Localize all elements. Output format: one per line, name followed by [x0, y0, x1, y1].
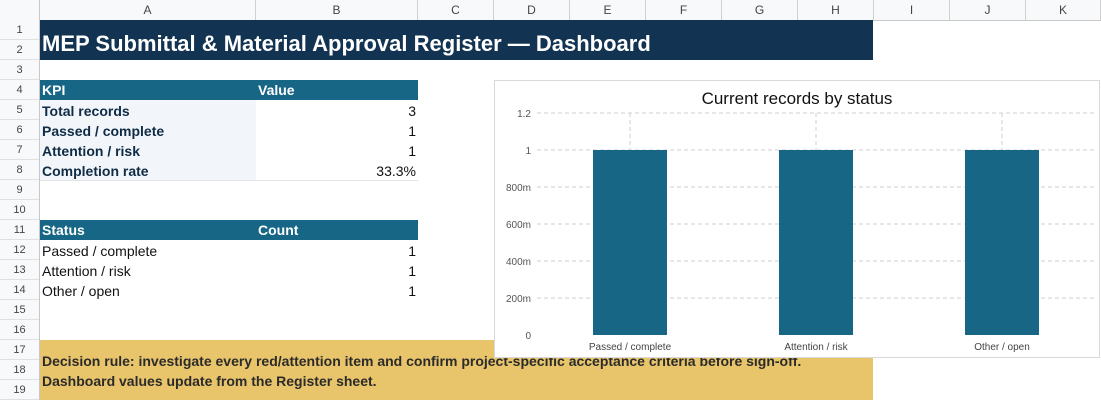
status-passed-label[interactable]: Passed / complete [42, 243, 158, 259]
kpi-passed-value[interactable]: 1 [408, 123, 416, 139]
row-header-1[interactable]: 1 [0, 20, 39, 40]
kpi-attention-value[interactable]: 1 [408, 143, 416, 159]
status-chart[interactable]: Current records by status 0 200m 400m 600m 80… [494, 80, 1100, 358]
column-header-e[interactable]: E [570, 0, 646, 20]
row-header-19[interactable]: 19 [0, 380, 39, 400]
row-header-13[interactable]: 13 [0, 260, 39, 280]
dashboard-title[interactable]: MEP Submittal & Material Approval Regist… [42, 31, 651, 56]
row-header-14[interactable]: 14 [0, 280, 39, 300]
y-tick-label: 800m [506, 183, 531, 194]
bar-1[interactable] [593, 150, 667, 335]
kpi-header-value[interactable]: Value [258, 82, 295, 98]
column-header-a[interactable]: A [40, 0, 256, 20]
status-attention-label[interactable]: Attention / risk [42, 263, 131, 279]
column-header-i[interactable]: I [874, 0, 950, 20]
row-header-11[interactable]: 11 [0, 220, 39, 240]
row-header-6[interactable]: 6 [0, 120, 39, 140]
column-header-j[interactable]: J [950, 0, 1026, 20]
y-tick-label: 1 [525, 146, 531, 157]
bar-3[interactable] [965, 150, 1039, 335]
status-chart-svg: Current records by status 0 200m 400m 600m 80… [506, 89, 1095, 353]
status-header-count[interactable]: Count [258, 222, 299, 238]
title-banner [40, 20, 873, 60]
column-header-g[interactable]: G [722, 0, 798, 20]
kpi-total-records-label[interactable]: Total records [42, 103, 130, 119]
column-header-f[interactable]: F [646, 0, 722, 20]
row-header-18[interactable]: 18 [0, 360, 39, 380]
status-other-count[interactable]: 1 [408, 283, 416, 299]
row-header-17[interactable]: 17 [0, 340, 39, 360]
row-header-4[interactable]: 4 [0, 80, 39, 100]
kpi-completion-rate-value[interactable]: 33.3% [376, 163, 416, 179]
x-tick-label: Passed / complete [589, 342, 672, 353]
status-attention-count[interactable]: 1 [408, 263, 416, 279]
column-header-c[interactable]: C [418, 0, 494, 20]
y-tick-label: 600m [506, 220, 531, 231]
kpi-table-bottom-border [40, 180, 418, 181]
status-other-label[interactable]: Other / open [42, 283, 120, 299]
column-header-k[interactable]: K [1026, 0, 1101, 20]
row-header-15[interactable]: 15 [0, 300, 39, 320]
kpi-label-column-bg [40, 100, 256, 180]
row-header-2[interactable]: 2 [0, 40, 39, 60]
column-header-h[interactable]: H [798, 0, 874, 20]
kpi-table-header [40, 80, 418, 100]
status-table-header [40, 220, 418, 240]
y-tick-label: 400m [506, 257, 531, 268]
y-tick-label: 200m [506, 294, 531, 305]
select-all-corner[interactable] [0, 0, 40, 20]
kpi-header-label[interactable]: KPI [42, 82, 66, 98]
row-header-bar: 1 2 3 4 5 6 7 8 9 10 11 12 13 14 15 16 17 18 19 [0, 20, 40, 400]
status-passed-count[interactable]: 1 [408, 243, 416, 259]
x-tick-label: Other / open [974, 342, 1030, 353]
y-tick-label: 1.2 [517, 109, 531, 120]
decision-rule-line-2[interactable]: Dashboard values update from the Registe… [42, 373, 377, 389]
row-header-5[interactable]: 5 [0, 100, 39, 120]
row-header-3[interactable]: 3 [0, 60, 39, 80]
row-header-8[interactable]: 8 [0, 160, 39, 180]
column-header-b[interactable]: B [256, 0, 418, 20]
column-header-d[interactable]: D [494, 0, 570, 20]
row-header-9[interactable]: 9 [0, 180, 39, 200]
x-tick-label: Attention / risk [784, 342, 848, 353]
row-header-12[interactable]: 12 [0, 240, 39, 260]
bar-2[interactable] [779, 150, 853, 335]
y-tick-label: 0 [525, 331, 531, 342]
kpi-total-records-value[interactable]: 3 [408, 103, 416, 119]
row-header-7[interactable]: 7 [0, 140, 39, 160]
kpi-passed-label[interactable]: Passed / complete [42, 123, 165, 139]
row-header-16[interactable]: 16 [0, 320, 39, 340]
status-header-label[interactable]: Status [42, 222, 85, 238]
chart-title: Current records by status [702, 89, 893, 108]
kpi-completion-rate-label[interactable]: Completion rate [42, 163, 149, 179]
kpi-attention-label[interactable]: Attention / risk [42, 143, 141, 159]
row-header-10[interactable]: 10 [0, 200, 39, 220]
